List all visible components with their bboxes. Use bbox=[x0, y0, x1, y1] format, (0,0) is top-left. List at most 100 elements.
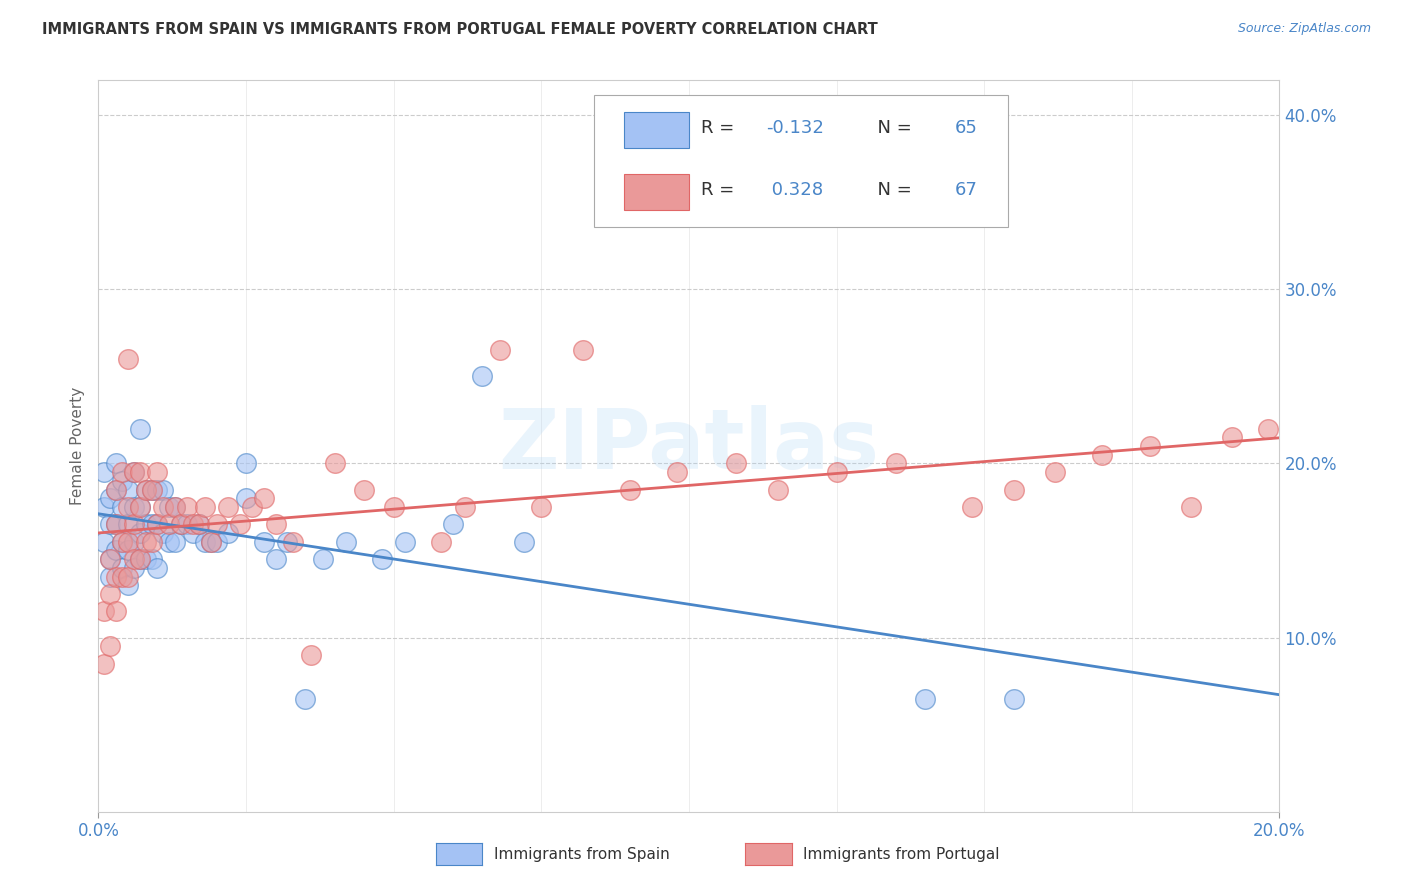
Point bbox=[122, 561, 145, 575]
Point bbox=[111, 569, 134, 583]
Point bbox=[135, 483, 157, 497]
Point bbox=[98, 552, 121, 566]
Point bbox=[117, 483, 139, 497]
Point bbox=[122, 465, 145, 479]
Point bbox=[194, 500, 217, 514]
Point bbox=[105, 543, 128, 558]
Text: -0.132: -0.132 bbox=[766, 119, 824, 136]
Point bbox=[111, 561, 134, 575]
Point bbox=[382, 500, 405, 514]
Point bbox=[152, 500, 174, 514]
Point bbox=[264, 552, 287, 566]
Point bbox=[141, 483, 163, 497]
Point bbox=[152, 483, 174, 497]
Point bbox=[128, 500, 150, 514]
Point bbox=[141, 517, 163, 532]
Point bbox=[122, 517, 145, 532]
Point bbox=[825, 465, 848, 479]
Point bbox=[253, 534, 276, 549]
Point bbox=[93, 465, 115, 479]
Point bbox=[122, 552, 145, 566]
Point bbox=[165, 534, 187, 549]
Point bbox=[766, 483, 789, 497]
Point bbox=[471, 369, 494, 384]
Point bbox=[205, 517, 228, 532]
Text: Immigrants from Spain: Immigrants from Spain bbox=[494, 847, 669, 862]
Text: Source: ZipAtlas.com: Source: ZipAtlas.com bbox=[1237, 22, 1371, 36]
Text: 65: 65 bbox=[955, 119, 977, 136]
Point bbox=[141, 552, 163, 566]
Point bbox=[105, 483, 128, 497]
Point bbox=[619, 483, 641, 497]
Point bbox=[176, 500, 198, 514]
Point bbox=[146, 561, 169, 575]
Text: N =: N = bbox=[866, 119, 918, 136]
Point bbox=[335, 534, 357, 549]
Point bbox=[200, 534, 222, 549]
Point bbox=[111, 534, 134, 549]
Text: IMMIGRANTS FROM SPAIN VS IMMIGRANTS FROM PORTUGAL FEMALE POVERTY CORRELATION CHA: IMMIGRANTS FROM SPAIN VS IMMIGRANTS FROM… bbox=[42, 22, 877, 37]
Point bbox=[1180, 500, 1202, 514]
Point bbox=[530, 500, 553, 514]
Point bbox=[128, 552, 150, 566]
Point bbox=[235, 457, 257, 471]
Point bbox=[146, 517, 169, 532]
Point bbox=[117, 569, 139, 583]
Point bbox=[135, 534, 157, 549]
Point bbox=[512, 534, 534, 549]
Point bbox=[98, 517, 121, 532]
Point bbox=[117, 500, 139, 514]
Point bbox=[1220, 430, 1243, 444]
Point bbox=[181, 517, 204, 532]
Point bbox=[323, 457, 346, 471]
Point bbox=[725, 457, 748, 471]
Point bbox=[229, 517, 252, 532]
Point bbox=[128, 526, 150, 541]
Point bbox=[235, 491, 257, 506]
Point bbox=[128, 500, 150, 514]
Point bbox=[105, 517, 128, 532]
Point bbox=[122, 465, 145, 479]
Point bbox=[914, 691, 936, 706]
Point bbox=[1257, 421, 1279, 435]
Point bbox=[105, 517, 128, 532]
Point bbox=[489, 343, 512, 358]
Text: 0.328: 0.328 bbox=[766, 181, 823, 199]
Point bbox=[441, 517, 464, 532]
Point bbox=[181, 526, 204, 541]
Point bbox=[117, 543, 139, 558]
Point bbox=[394, 534, 416, 549]
Point bbox=[217, 526, 239, 541]
Point bbox=[111, 534, 134, 549]
Point bbox=[105, 483, 128, 497]
Point bbox=[146, 517, 169, 532]
FancyBboxPatch shape bbox=[595, 95, 1008, 227]
Bar bbox=[624, 174, 689, 211]
Point bbox=[105, 604, 128, 618]
Point bbox=[453, 500, 475, 514]
Point bbox=[111, 500, 134, 514]
Point bbox=[93, 500, 115, 514]
Point bbox=[264, 517, 287, 532]
Point bbox=[146, 465, 169, 479]
Point bbox=[117, 517, 139, 532]
Y-axis label: Female Poverty: Female Poverty bbox=[69, 387, 84, 505]
Point bbox=[1139, 439, 1161, 453]
Point bbox=[117, 351, 139, 366]
Point bbox=[299, 648, 322, 662]
Point bbox=[122, 500, 145, 514]
Point bbox=[217, 500, 239, 514]
Text: R =: R = bbox=[700, 181, 740, 199]
Point bbox=[117, 578, 139, 592]
Point bbox=[141, 483, 163, 497]
Point bbox=[666, 465, 689, 479]
Point bbox=[135, 517, 157, 532]
Point bbox=[98, 552, 121, 566]
Point bbox=[283, 534, 305, 549]
Point bbox=[200, 534, 222, 549]
Point bbox=[122, 534, 145, 549]
Point bbox=[98, 569, 121, 583]
Point bbox=[93, 604, 115, 618]
Text: N =: N = bbox=[866, 181, 918, 199]
Point bbox=[353, 483, 375, 497]
